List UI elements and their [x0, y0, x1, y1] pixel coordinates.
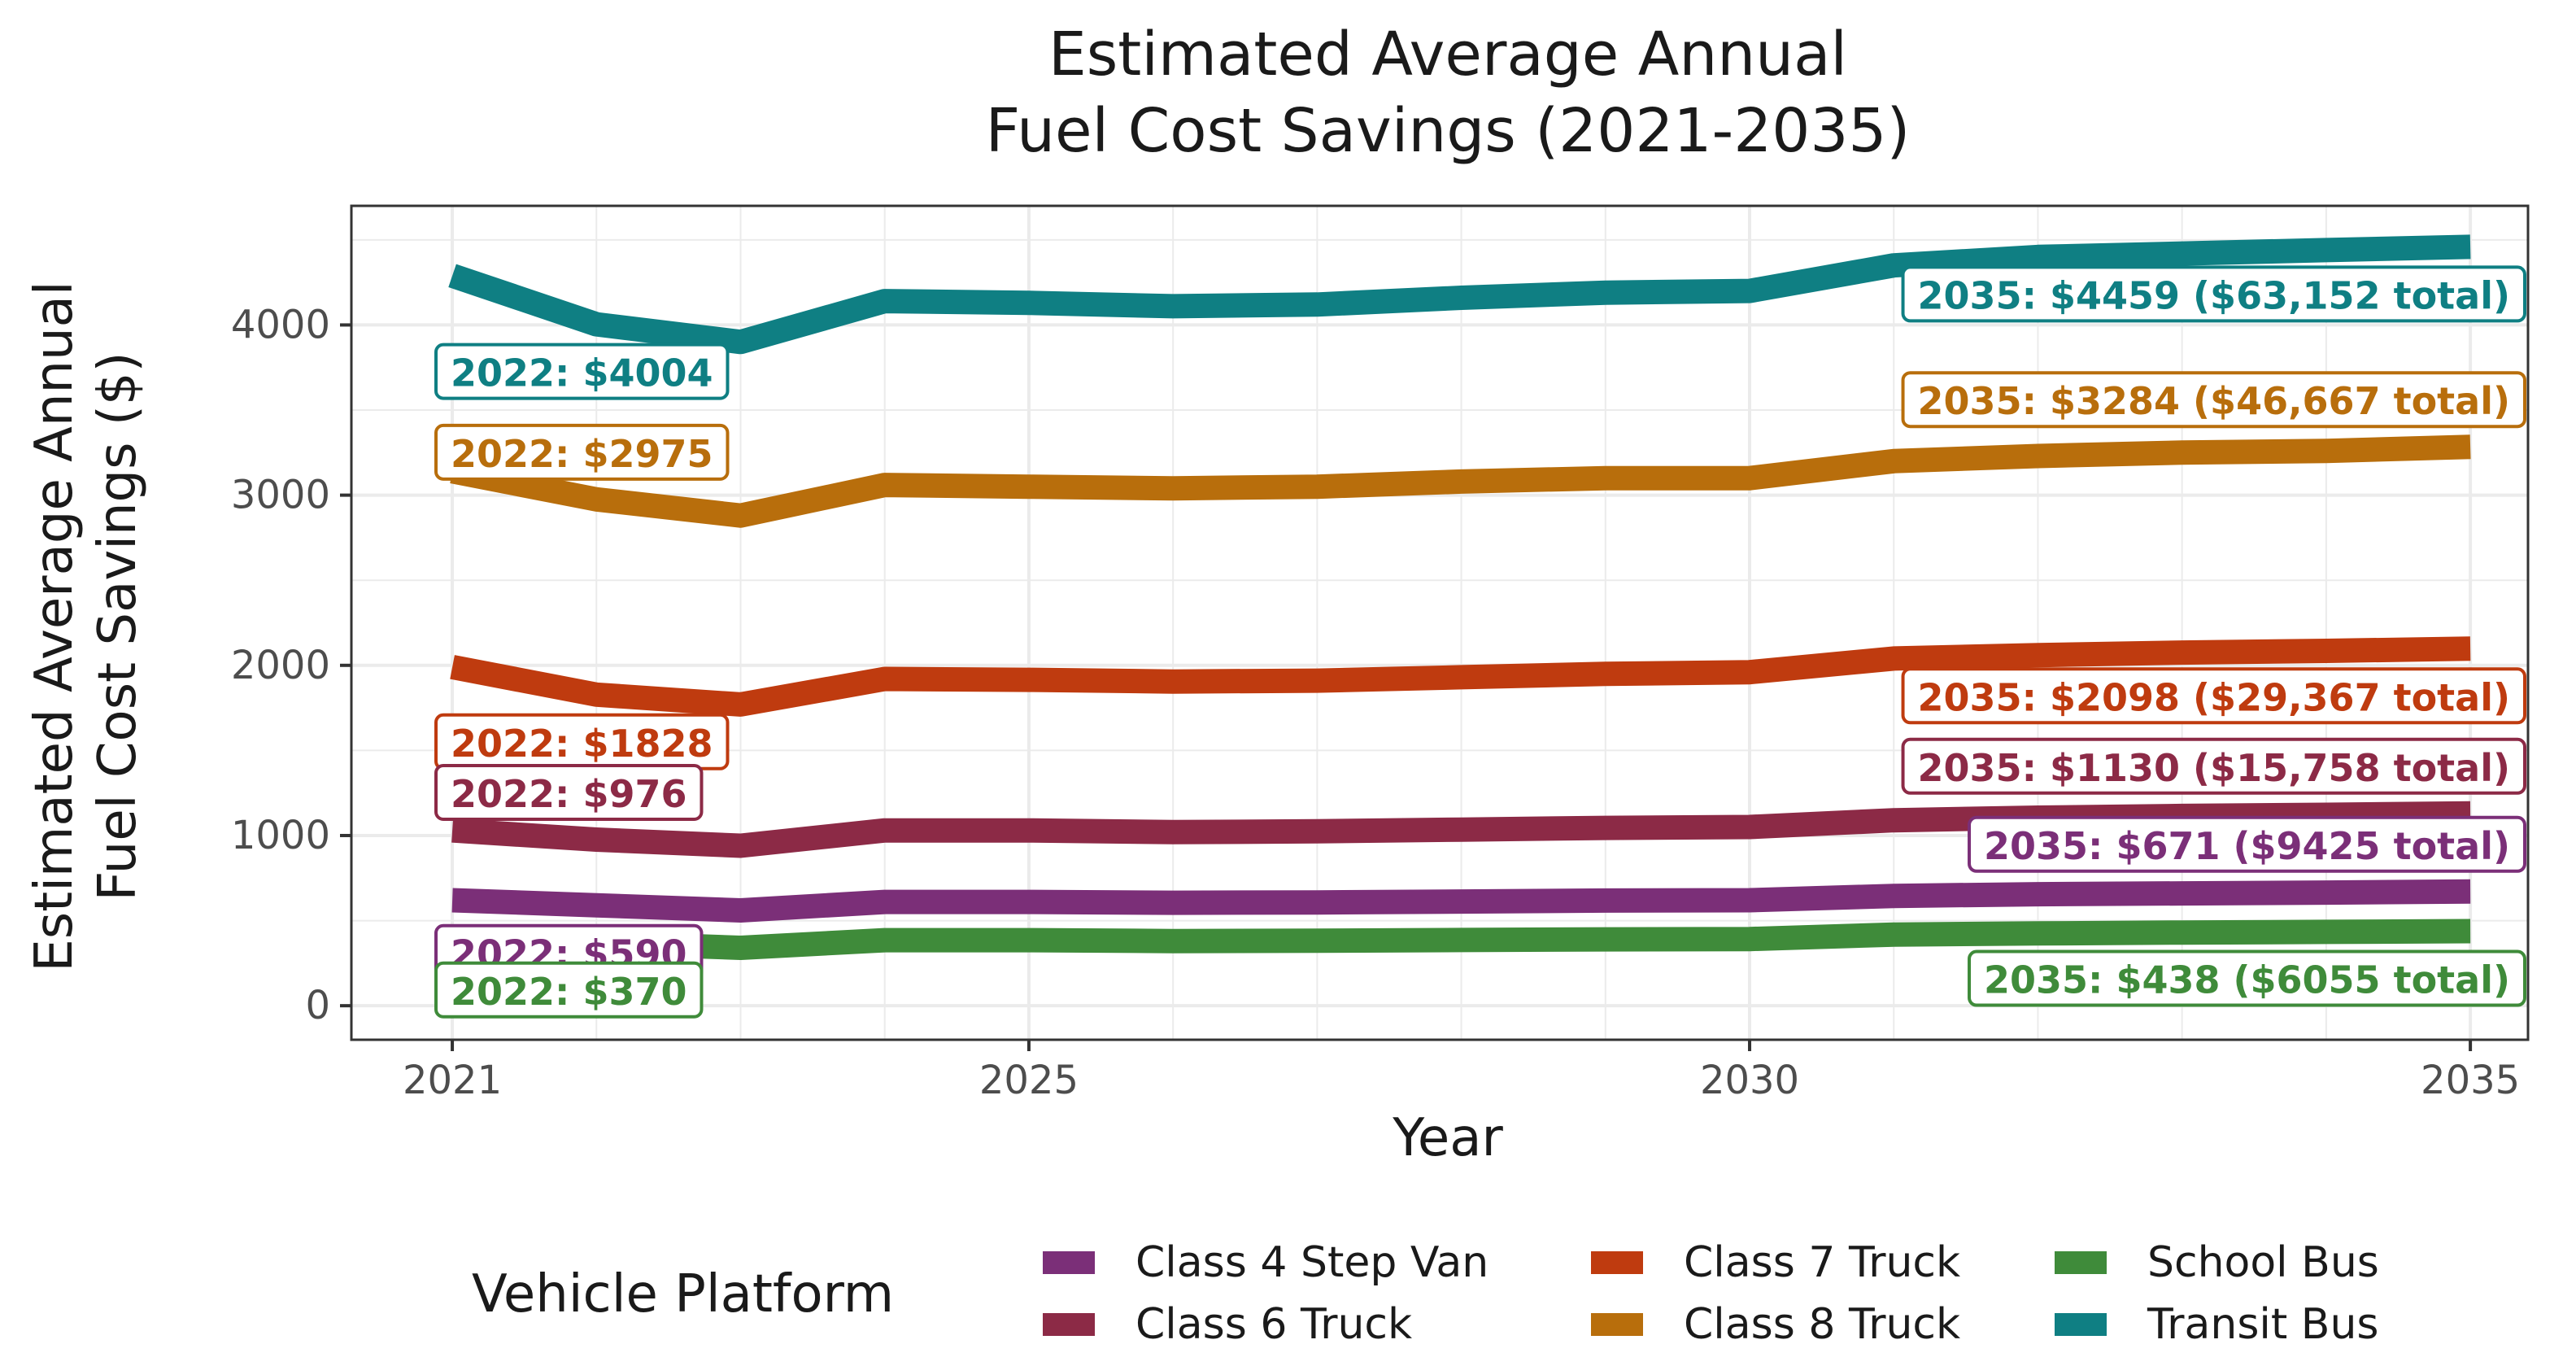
legend-item-class-8-truck: Class 8 Truck — [1591, 1300, 1960, 1349]
annotation-class-6-truck-2035: 2035: $1130 ($15,758 total) — [1901, 737, 2526, 795]
annotation-class-8-truck-2022: 2022: $2975 — [434, 423, 730, 481]
annotation-box — [1968, 815, 2526, 873]
annotation-label: 2022: $370 — [451, 970, 686, 1014]
legend-item-class-4-step-van: Class 4 Step Van — [1043, 1238, 1489, 1287]
annotation-class-7-truck-2035: 2035: $2098 ($29,367 total) — [1901, 667, 2526, 725]
legend-label-class-6-truck: Class 6 Truck — [1135, 1300, 1412, 1349]
annotation-label: 2035: $3284 ($46,667 total) — [1918, 379, 2510, 423]
annotation-school-bus-2022: 2022: $370 — [434, 961, 704, 1019]
panel-border-rect — [350, 204, 2530, 1041]
series-lines — [448, 234, 2471, 960]
annotation-box — [434, 423, 730, 481]
annotation-box — [434, 961, 704, 1019]
annotation-school-bus-2035: 2035: $438 ($6055 total) — [1968, 949, 2526, 1007]
axes: 2021 2025 2030 2035 0 1000 2000 3000 4000 — [231, 302, 2520, 1103]
x-tick-label: 2035 — [2421, 1058, 2520, 1103]
axis-titles: Year Estimated Average Annual Fuel Cost … — [24, 281, 1503, 1168]
panel-border — [350, 204, 2530, 1041]
x-tick-label: 2030 — [1700, 1058, 1799, 1103]
legend-swatch-class-8-truck — [1591, 1313, 1643, 1336]
annotations: 2022: $4004 2035: $4459 ($63,152 total) 20… — [434, 265, 2526, 1019]
legend-swatch-transit-bus — [2055, 1313, 2107, 1336]
annotation-class-6-truck-2022: 2022: $976 — [434, 764, 704, 821]
legend-item-class-6-truck: Class 6 Truck — [1043, 1300, 1412, 1349]
annotation-label: 2022: $2975 — [451, 432, 713, 476]
annotation-transit-bus-2022: 2022: $4004 — [434, 343, 730, 400]
y-tick-label: 4000 — [231, 302, 330, 347]
annotation-box — [1901, 265, 2526, 323]
legend: Vehicle Platform Class 4 Step Van Class 6… — [472, 1238, 2379, 1349]
annotation-label: 2022: $4004 — [451, 351, 713, 395]
legend-item-class-7-truck: Class 7 Truck — [1591, 1238, 1960, 1287]
annotation-class-4-step-van-2035: 2035: $671 ($9425 total) — [1968, 815, 2526, 873]
series-line-transit-bus — [448, 234, 2471, 355]
x-axis-title: Year — [1392, 1108, 1503, 1168]
annotation-label: 2022: $976 — [451, 772, 686, 816]
y-tick-label: 1000 — [231, 813, 330, 858]
y-axis-title-line-2: Fuel Cost Savings ($) — [88, 351, 148, 901]
annotation-label: 2035: $438 ($6055 total) — [1984, 958, 2510, 1002]
legend-label-school-bus: School Bus — [2147, 1238, 2379, 1287]
x-tick-label: 2021 — [403, 1058, 502, 1103]
x-tick-label: 2025 — [979, 1058, 1079, 1103]
legend-label-class-8-truck: Class 8 Truck — [1684, 1300, 1960, 1349]
annotation-label: 2022: $1828 — [451, 722, 713, 766]
legend-item-school-bus: School Bus — [2055, 1238, 2379, 1287]
annotation-class-8-truck-2035: 2035: $3284 ($46,667 total) — [1901, 371, 2526, 429]
annotation-transit-bus-2035: 2035: $4459 ($63,152 total) — [1901, 265, 2526, 323]
series-line-class-7-truck — [450, 636, 2471, 717]
y-tick-label: 3000 — [231, 473, 330, 518]
legend-swatch-class-7-truck — [1591, 1251, 1643, 1274]
annotation-box — [1901, 737, 2526, 795]
annotation-label: 2035: $4459 ($63,152 total) — [1918, 273, 2510, 317]
legend-label-transit-bus: Transit Bus — [2147, 1300, 2379, 1349]
legend-label-class-7-truck: Class 7 Truck — [1684, 1238, 1960, 1287]
series-line-class-4-step-van — [451, 879, 2471, 923]
annotation-label: 2035: $1130 ($15,758 total) — [1918, 746, 2510, 790]
legend-item-transit-bus: Transit Bus — [2055, 1300, 2379, 1349]
legend-swatch-class-6-truck — [1043, 1313, 1095, 1336]
legend-swatch-school-bus — [2055, 1251, 2107, 1274]
annotation-class-7-truck-2022: 2022: $1828 — [434, 713, 730, 770]
annotation-box — [434, 764, 704, 821]
chart-title-line-2: Fuel Cost Savings (2021-2035) — [986, 96, 1911, 166]
legend-label-class-4-step-van: Class 4 Step Van — [1135, 1238, 1489, 1287]
legend-swatch-class-4-step-van — [1043, 1251, 1095, 1274]
annotation-label: 2035: $2098 ($29,367 total) — [1918, 675, 2510, 719]
annotation-box — [434, 343, 730, 400]
annotation-label: 2035: $671 ($9425 total) — [1984, 824, 2510, 868]
series-line-school-bus — [451, 919, 2471, 960]
legend-title: Vehicle Platform — [472, 1264, 894, 1325]
y-axis-title-line-1: Estimated Average Annual — [24, 281, 85, 971]
y-tick-label: 0 — [305, 983, 330, 1028]
annotation-box — [1901, 667, 2526, 725]
series-line-class-8-truck — [450, 434, 2471, 528]
annotation-box — [1968, 949, 2526, 1007]
y-tick-label: 2000 — [231, 643, 330, 688]
chart-title: Estimated Average Annual Fuel Cost Savin… — [986, 20, 1911, 166]
chart-title-line-1: Estimated Average Annual — [1048, 20, 1847, 89]
annotation-box — [1901, 371, 2526, 429]
